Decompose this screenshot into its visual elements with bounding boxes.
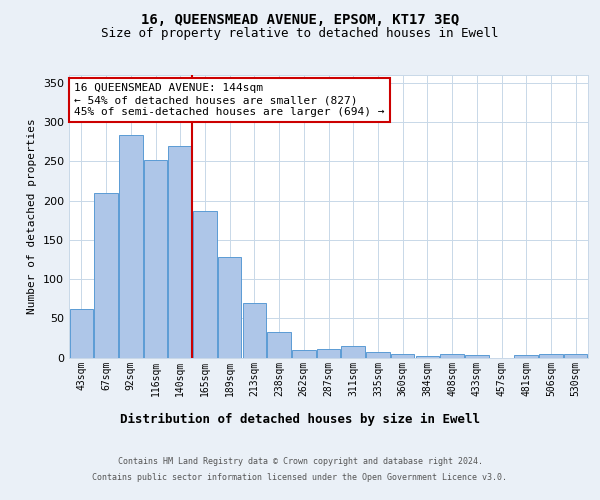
Bar xyxy=(292,350,316,358)
Bar xyxy=(514,355,538,358)
Bar xyxy=(416,356,439,358)
Bar xyxy=(539,354,563,358)
Bar xyxy=(366,352,389,358)
Bar xyxy=(70,309,93,358)
Text: Size of property relative to detached houses in Ewell: Size of property relative to detached ho… xyxy=(101,28,499,40)
Bar xyxy=(94,192,118,358)
Text: Contains HM Land Registry data © Crown copyright and database right 2024.: Contains HM Land Registry data © Crown c… xyxy=(118,458,482,466)
Text: Contains public sector information licensed under the Open Government Licence v3: Contains public sector information licen… xyxy=(92,472,508,482)
Text: 16 QUEENSMEAD AVENUE: 144sqm
← 54% of detached houses are smaller (827)
45% of s: 16 QUEENSMEAD AVENUE: 144sqm ← 54% of de… xyxy=(74,84,385,116)
Text: Distribution of detached houses by size in Ewell: Distribution of detached houses by size … xyxy=(120,412,480,426)
Bar xyxy=(391,354,415,358)
Bar xyxy=(242,302,266,358)
Bar xyxy=(465,355,488,358)
Y-axis label: Number of detached properties: Number of detached properties xyxy=(28,118,37,314)
Bar xyxy=(564,354,587,358)
Bar xyxy=(218,257,241,358)
Bar xyxy=(268,332,291,357)
Bar xyxy=(440,354,464,358)
Bar xyxy=(144,160,167,358)
Bar xyxy=(341,346,365,358)
Text: 16, QUEENSMEAD AVENUE, EPSOM, KT17 3EQ: 16, QUEENSMEAD AVENUE, EPSOM, KT17 3EQ xyxy=(141,12,459,26)
Bar xyxy=(317,349,340,358)
Bar xyxy=(193,211,217,358)
Bar xyxy=(119,136,143,358)
Bar xyxy=(169,146,192,358)
